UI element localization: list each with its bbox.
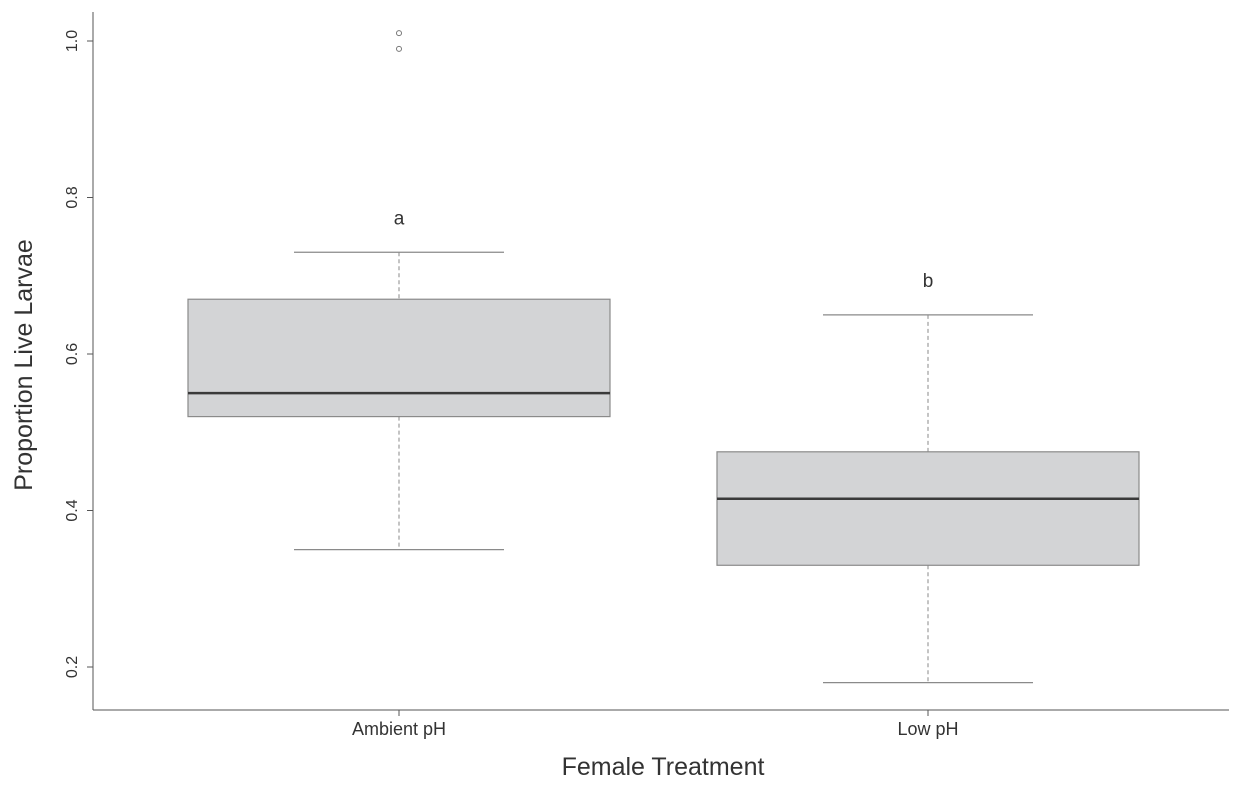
significance-letter: b xyxy=(923,271,934,292)
significance-letter: a xyxy=(394,208,405,229)
iqr-box xyxy=(716,451,1140,566)
y-tick-label: 0.6 xyxy=(64,343,81,365)
boxes: ab xyxy=(187,30,1140,684)
x-axis-ticks: Ambient pH Low pH xyxy=(352,710,959,739)
outlier-point xyxy=(396,45,402,52)
y-axis-title: Proportion Live Larvae xyxy=(10,239,38,491)
y-tick-label: 0.2 xyxy=(64,656,81,678)
iqr-box xyxy=(187,298,611,418)
y-tick-label: 0.8 xyxy=(64,186,81,208)
outlier-point xyxy=(396,30,402,37)
x-tick-label: Low pH xyxy=(897,719,958,739)
x-axis-title: Female Treatment xyxy=(562,753,765,781)
y-axis-ticks: 0.2 0.4 0.6 0.8 1.0 xyxy=(64,30,93,678)
box-ambient-ph: a xyxy=(187,30,611,551)
box-low-ph: b xyxy=(716,271,1140,684)
y-tick-label: 0.4 xyxy=(64,499,81,521)
y-tick-label: 1.0 xyxy=(64,30,81,52)
x-tick-label: Ambient pH xyxy=(352,719,446,739)
